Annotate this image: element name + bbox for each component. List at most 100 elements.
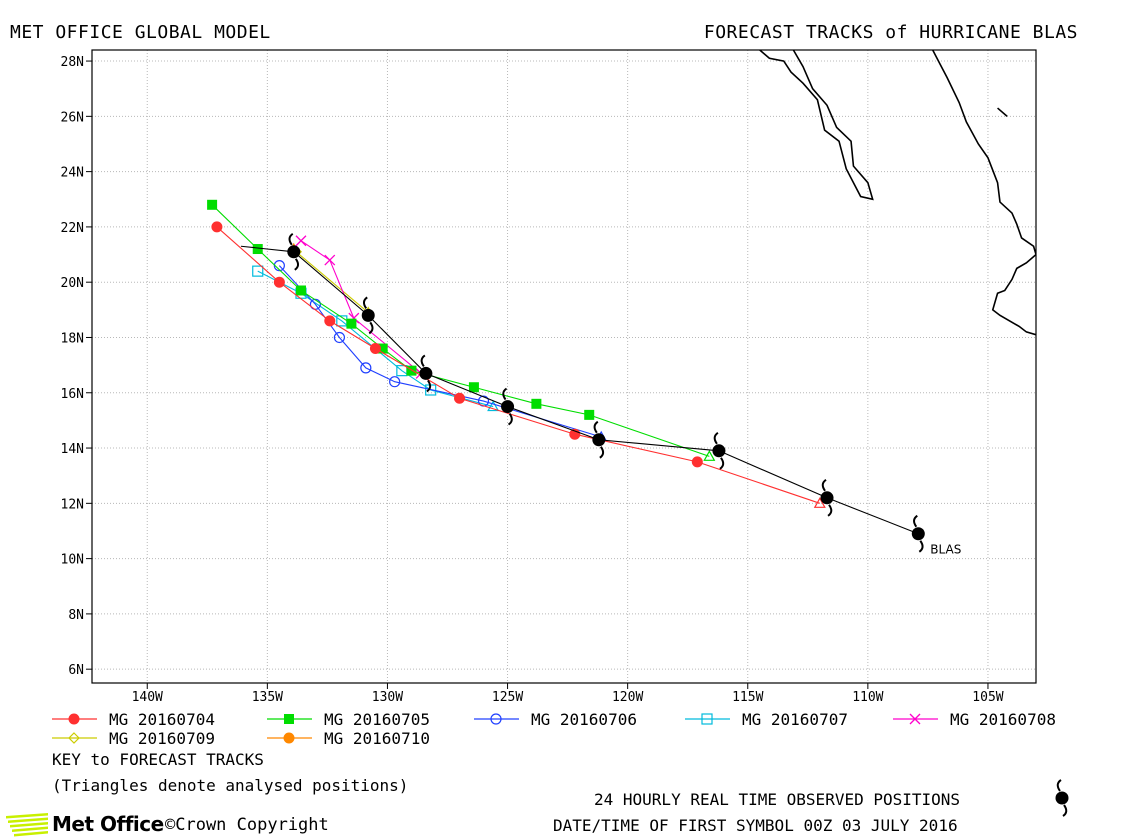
legend-label: MG 20160707 xyxy=(742,710,848,729)
y-tick-label: 12N xyxy=(61,497,84,512)
legend-label: MG 20160708 xyxy=(950,710,1056,729)
legend-marker xyxy=(490,713,502,725)
observed-track xyxy=(293,251,919,535)
first-symbol-date: DATE/TIME OF FIRST SYMBOL 00Z 03 JULY 20… xyxy=(553,816,958,835)
track-mg-20160705 xyxy=(211,204,710,457)
forecast-point xyxy=(295,285,306,296)
legend-label: MG 20160704 xyxy=(109,710,215,729)
forecast-point xyxy=(333,331,346,344)
legend-item-mg-20160707: MG 20160707 xyxy=(685,710,848,729)
x-tick-label: 135W xyxy=(252,690,283,705)
y-tick-label: 26N xyxy=(61,110,84,125)
forecast-point xyxy=(389,376,401,388)
y-tick-label: 24N xyxy=(61,166,84,181)
forecast-point xyxy=(324,254,336,266)
x-tick-label: 105W xyxy=(972,690,1003,705)
x-tick-label: 140W xyxy=(132,690,163,705)
coastline-group xyxy=(759,50,1036,336)
forecast-point xyxy=(252,265,264,277)
y-tick-label: 22N xyxy=(61,221,84,236)
observed-position-icon xyxy=(911,514,925,553)
legend-item-mg-20160708: MG 20160708 xyxy=(893,710,1056,729)
legend: MG 20160704 MG 20160705 MG 20160706 MG 2016… xyxy=(52,710,1056,748)
legend-marker xyxy=(909,713,921,725)
observed-position-icon xyxy=(501,387,515,426)
forecast-point xyxy=(691,456,703,468)
logo-stripe xyxy=(10,822,48,828)
y-tick-label: 20N xyxy=(61,276,84,291)
forecast-point xyxy=(531,398,542,409)
legend-label: MG 20160709 xyxy=(109,729,215,748)
observed-positions-legend-icon xyxy=(1055,779,1069,817)
legend-label: MG 20160705 xyxy=(324,710,430,729)
observed-position-icon xyxy=(820,478,834,517)
met-office-logo-text: Met Office xyxy=(52,812,164,836)
forecast-point xyxy=(454,392,466,404)
coastline xyxy=(932,50,1036,336)
forecast-point xyxy=(468,382,479,393)
y-tick-label: 18N xyxy=(61,331,84,346)
analysed-position-triangle xyxy=(703,450,716,461)
analysed-position-triangle xyxy=(813,497,826,508)
legend-marker xyxy=(68,713,80,725)
coastline xyxy=(997,107,1008,117)
key-note: (Triangles denote analysed positions) xyxy=(52,776,409,795)
logo-stripe xyxy=(12,826,48,832)
observed-position-icon xyxy=(419,354,433,393)
legend-label: MG 20160706 xyxy=(531,710,637,729)
legend-item-mg-20160705: MG 20160705 xyxy=(267,710,430,729)
forecast-point xyxy=(211,221,223,233)
forecast-point xyxy=(207,199,218,210)
forecast-point xyxy=(273,276,285,288)
forecast-point xyxy=(360,362,372,374)
forecast-point xyxy=(346,318,357,329)
forecast-point xyxy=(324,315,336,327)
forecast-point xyxy=(584,409,595,420)
legend-item-mg-20160706: MG 20160706 xyxy=(474,710,637,729)
legend-marker xyxy=(68,732,80,744)
crown-copyright: ©Crown Copyright xyxy=(165,815,329,835)
legend-label: MG 20160710 xyxy=(324,729,430,748)
header-right-title: FORECAST TRACKS of HURRICANE BLAS xyxy=(703,22,1078,43)
logo-stripe xyxy=(6,813,48,819)
legend-item-mg-20160704: MG 20160704 xyxy=(52,710,215,729)
key-title: KEY to FORECAST TRACKS xyxy=(52,750,264,769)
met-office-logo-icon xyxy=(6,813,48,837)
observed-positions-label: 24 HOURLY REAL TIME OBSERVED POSITIONS xyxy=(594,790,961,809)
storm-label: BLAS xyxy=(930,543,961,557)
y-tick-label: 8N xyxy=(68,608,84,623)
y-tick-label: 10N xyxy=(61,553,84,568)
observed-position-icon xyxy=(361,296,375,335)
x-tick-label: 110W xyxy=(852,690,883,705)
logo-stripe xyxy=(14,831,48,837)
observed-track-extension xyxy=(240,245,294,253)
plot-frame xyxy=(91,49,1037,684)
forecast-point xyxy=(252,244,263,255)
x-tick-label: 120W xyxy=(612,690,643,705)
legend-marker xyxy=(701,713,713,725)
x-tick-label: 130W xyxy=(372,690,403,705)
forecast-point xyxy=(377,343,388,354)
observed-position-icon xyxy=(592,420,606,459)
analysed-position-triangle xyxy=(487,400,500,412)
y-tick-label: 6N xyxy=(68,663,84,678)
track-mg-20160704 xyxy=(216,226,820,504)
legend-item-mg-20160710: MG 20160710 xyxy=(267,729,430,748)
y-tick-label: 28N xyxy=(61,55,84,70)
tracks-group xyxy=(207,199,925,553)
forecast-point xyxy=(406,365,417,376)
x-tick-label: 125W xyxy=(492,690,523,705)
legend-item-mg-20160709: MG 20160709 xyxy=(52,729,215,748)
observed-position-icon xyxy=(287,232,301,271)
coastline xyxy=(759,50,874,201)
forecast-point xyxy=(295,235,307,247)
track-mg-20160709 xyxy=(295,251,369,314)
header-left-title: MET OFFICE GLOBAL MODEL xyxy=(10,22,271,43)
y-tick-label: 16N xyxy=(61,387,84,402)
logo-stripe xyxy=(8,817,48,823)
observed-position-icon xyxy=(712,431,726,470)
legend-marker xyxy=(284,714,294,724)
legend-marker xyxy=(283,732,295,744)
track-mg-20160706 xyxy=(278,265,602,438)
forecast-point xyxy=(369,343,381,355)
